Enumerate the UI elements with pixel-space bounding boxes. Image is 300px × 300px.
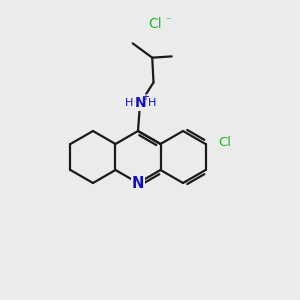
Text: H: H [148,98,156,108]
Text: ⁻: ⁻ [165,16,171,26]
Text: Cl: Cl [148,17,162,31]
Text: H: H [125,98,133,108]
Text: N: N [135,96,147,110]
Text: N: N [132,176,144,191]
Text: +: + [141,92,149,102]
Text: Cl: Cl [218,136,232,149]
